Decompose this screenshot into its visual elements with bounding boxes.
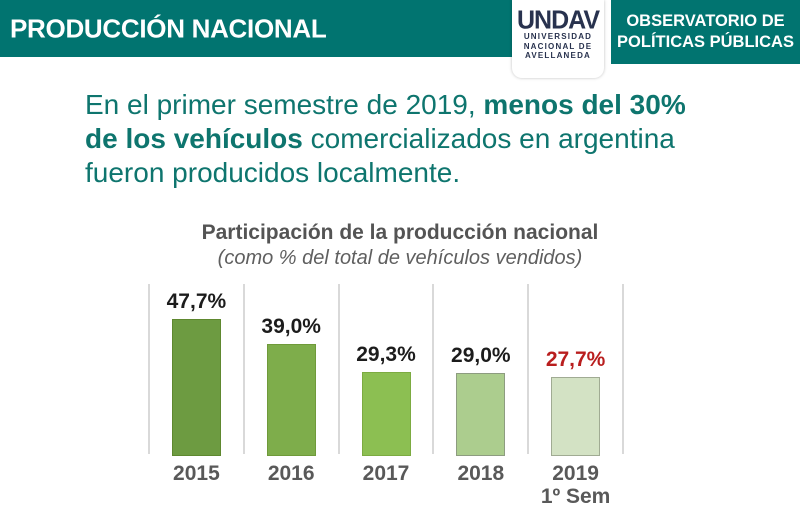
gridline <box>337 284 340 454</box>
page-title: PRODUCCIÓN NACIONAL <box>10 13 327 43</box>
year-label-main: 2015 <box>173 462 220 485</box>
bar-2018 <box>456 373 506 456</box>
bar-value-label: 27,7% <box>545 348 606 371</box>
gridline <box>242 284 245 454</box>
year-label-main: 2017 <box>362 462 410 485</box>
bar-chart: Participación de la producción nacional … <box>130 220 670 508</box>
bar-2016 <box>266 344 316 456</box>
bar-value-label: 29,3% <box>356 343 416 366</box>
undav-logo-line2: NACIONAL DE <box>523 41 593 51</box>
undav-logo-line1: UNIVERSIDAD <box>523 32 593 41</box>
gridline <box>148 284 150 454</box>
observatory-line2: POLÍTICAS PÚBLICAS <box>617 33 794 51</box>
headline: En el primer semestre de 2019, menos del… <box>85 88 697 190</box>
headline-bold: menos del 30% de los vehículos <box>85 89 686 154</box>
bar-value-label: 39,0% <box>261 315 321 338</box>
year-label-main: 2019 <box>552 462 599 485</box>
year-label: 2015 <box>148 462 244 485</box>
observatory-line1: OBSERVATORIO DE <box>626 12 785 30</box>
observatory-banner: OBSERVATORIO DE POLÍTICAS PÚBLICAS <box>611 0 800 64</box>
bar-2015 <box>171 319 221 456</box>
gridline <box>527 284 530 454</box>
undav-logo-line3: AVELLANEDA <box>524 51 592 60</box>
year-label-main: 2016 <box>267 462 315 485</box>
year-label: 2017 <box>338 462 434 485</box>
undav-logo: UNDAV UNIVERSIDAD NACIONAL DE AVELLANEDA <box>512 0 604 78</box>
year-label-sub: 1º Sem <box>540 485 611 508</box>
headline-part3: comercializados en argentina fueron prod… <box>85 123 675 188</box>
year-label: 2016 <box>243 462 339 485</box>
bar-value-label: 47,7% <box>166 290 227 313</box>
bar-chart-plot: 47,7% 2015 39,0% 2016 29,3% 2017 29,0% 2018 27,7… <box>148 284 624 508</box>
year-label: 2019 1º Sem <box>528 462 624 508</box>
bar-value-label: 29,0% <box>451 344 511 367</box>
headline-part1: En el primer semestre de 2019, <box>85 89 484 120</box>
chart-subtitle: (como % del total de vehículos vendidos) <box>217 247 583 269</box>
chart-title: Participación de la producción nacional <box>201 221 599 244</box>
year-label-main: 2018 <box>457 462 505 485</box>
year-label: 2018 <box>433 462 529 485</box>
gridline <box>432 284 435 454</box>
bar-2019 <box>551 377 601 456</box>
undav-logo-acronym: UNDAV <box>516 5 600 35</box>
bar-2017 <box>361 372 411 456</box>
gridline <box>622 284 624 454</box>
header-bar: PRODUCCIÓN NACIONAL <box>0 0 604 57</box>
